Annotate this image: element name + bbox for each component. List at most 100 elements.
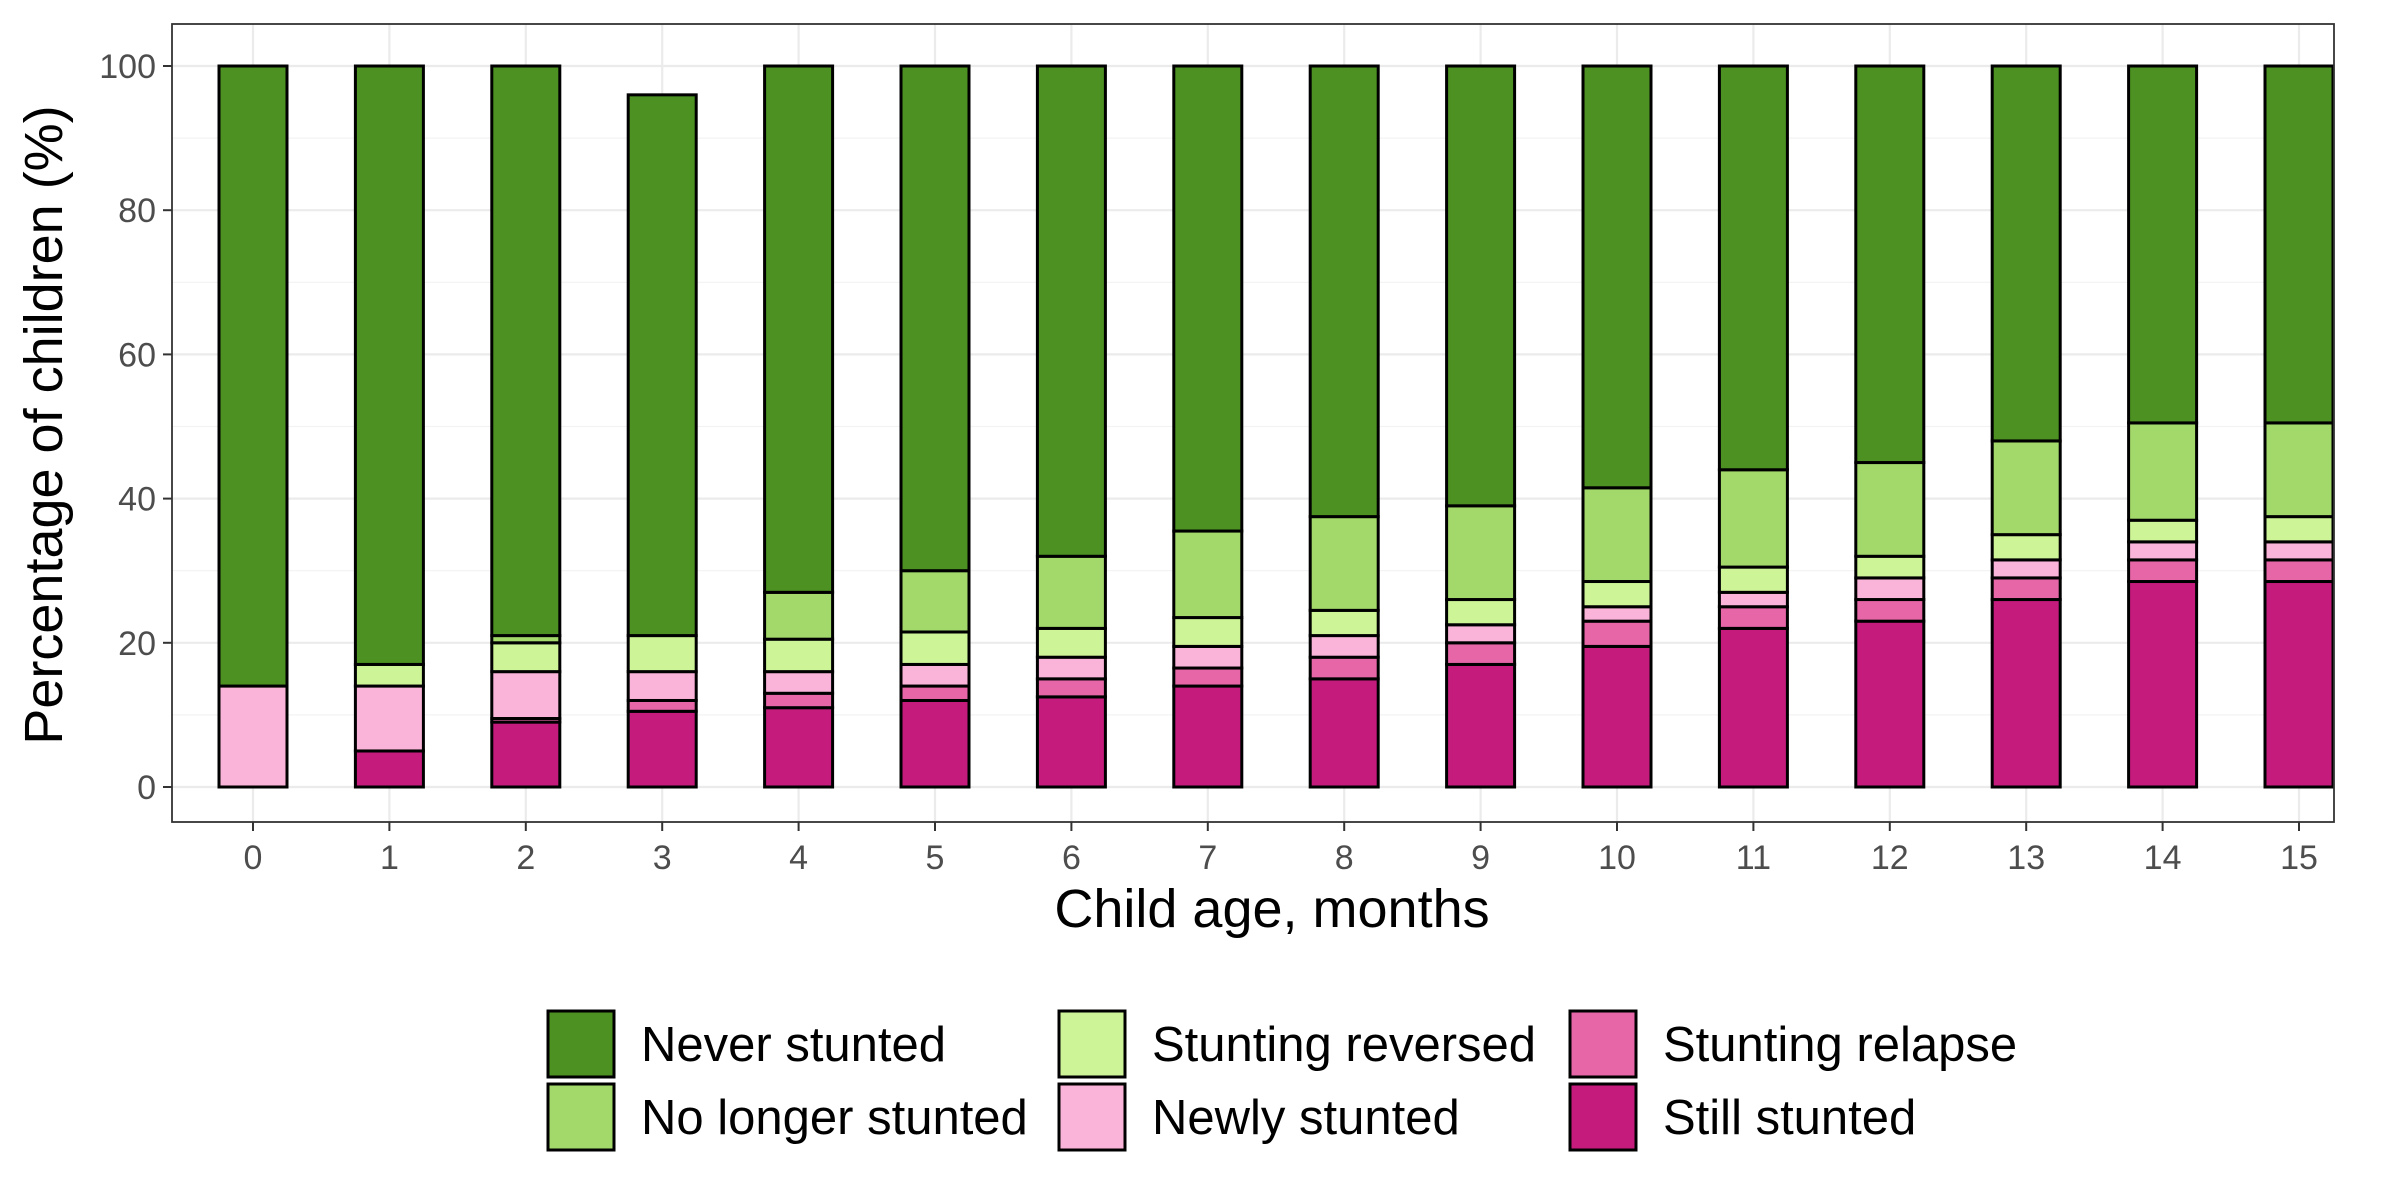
bar-stack-age-15 bbox=[2263, 64, 2335, 789]
bar-segment-no-longer-stunted bbox=[2127, 421, 2199, 522]
y-tick-label: 20 bbox=[118, 625, 156, 663]
bar-stack-age-7 bbox=[1172, 64, 1244, 789]
bar-segment-stunting-reversed bbox=[2127, 518, 2199, 544]
bar-segment-stunting-reversed bbox=[1172, 616, 1244, 648]
bar-segment-stunting-reversed bbox=[1990, 533, 2062, 562]
bar-segment-no-longer-stunted bbox=[1308, 515, 1380, 612]
bar-segment-stunting-reversed bbox=[899, 630, 971, 666]
bar-segment-never-stunted bbox=[2263, 64, 2335, 425]
bar-segment-stunting-relapse bbox=[2263, 558, 2335, 584]
bar-segment-still-stunted bbox=[899, 698, 971, 789]
bar-stack-age-6 bbox=[1035, 64, 1107, 789]
bar-segment-never-stunted bbox=[1172, 64, 1244, 533]
bar-stack-age-3 bbox=[626, 93, 698, 789]
bar-segment-newly-stunted bbox=[2127, 540, 2199, 562]
bar-segment-still-stunted bbox=[1445, 662, 1517, 789]
bar-segment-stunting-reversed bbox=[1308, 608, 1380, 638]
y-tick-label: 100 bbox=[99, 48, 156, 86]
bar-segment-stunting-relapse bbox=[2127, 558, 2199, 584]
bar-segment-stunting-reversed bbox=[763, 637, 835, 674]
bars bbox=[217, 64, 2335, 789]
legend-swatch bbox=[546, 1009, 616, 1079]
legend-swatch bbox=[1568, 1009, 1638, 1079]
bar-segment-stunting-reversed bbox=[353, 662, 425, 688]
legend-swatch bbox=[1057, 1082, 1127, 1152]
bar-segment-stunting-reversed bbox=[1581, 580, 1653, 609]
bar-segment-no-longer-stunted bbox=[763, 590, 835, 641]
bar-segment-newly-stunted bbox=[217, 684, 289, 789]
bar-segment-still-stunted bbox=[1172, 684, 1244, 789]
bar-segment-stunting-relapse bbox=[763, 691, 835, 710]
bar-segment-still-stunted bbox=[1717, 626, 1789, 789]
bar-segment-newly-stunted bbox=[1990, 558, 2062, 580]
bar-segment-newly-stunted bbox=[1172, 644, 1244, 670]
bar-segment-no-longer-stunted bbox=[1854, 461, 1926, 558]
legend-item-still-stunted: Still stunted bbox=[1568, 1082, 1916, 1152]
bar-stack-age-8 bbox=[1308, 64, 1380, 789]
x-tick-label: 6 bbox=[1062, 839, 1081, 877]
x-tick-label: 0 bbox=[244, 839, 263, 877]
bar-segment-still-stunted bbox=[490, 720, 562, 789]
x-tick-label: 4 bbox=[789, 839, 808, 877]
x-tick-label: 15 bbox=[2280, 839, 2318, 877]
bar-segment-still-stunted bbox=[1990, 598, 2062, 789]
bar-segment-never-stunted bbox=[1581, 64, 1653, 490]
bar-segment-no-longer-stunted bbox=[2263, 421, 2335, 519]
bar-segment-newly-stunted bbox=[626, 670, 698, 702]
bar-segment-still-stunted bbox=[2263, 580, 2335, 789]
bar-segment-newly-stunted bbox=[899, 662, 971, 688]
bar-segment-no-longer-stunted bbox=[1445, 504, 1517, 602]
bar-segment-still-stunted bbox=[1035, 695, 1107, 789]
bar-segment-stunting-relapse bbox=[899, 684, 971, 702]
x-tick-label: 9 bbox=[1471, 839, 1490, 877]
x-tick-label: 7 bbox=[1198, 839, 1217, 877]
bar-stack-age-14 bbox=[2127, 64, 2199, 789]
x-axis-title: Child age, months bbox=[1054, 879, 1489, 939]
bar-segment-newly-stunted bbox=[490, 670, 562, 721]
y-tick-label: 0 bbox=[137, 769, 156, 807]
x-tick-label: 14 bbox=[2144, 839, 2182, 877]
bar-segment-never-stunted bbox=[1717, 64, 1789, 472]
plot-panel-border bbox=[171, 23, 2335, 823]
bar-segment-never-stunted bbox=[1854, 64, 1926, 465]
bar-segment-never-stunted bbox=[1035, 64, 1107, 558]
bar-stack-age-5 bbox=[899, 64, 971, 789]
bar-segment-newly-stunted bbox=[1445, 623, 1517, 645]
legend-label: Never stunted bbox=[641, 1018, 946, 1072]
bar-segment-newly-stunted bbox=[353, 684, 425, 753]
bar-segment-never-stunted bbox=[626, 93, 698, 638]
bar-segment-still-stunted bbox=[1854, 619, 1926, 789]
x-tick-label: 5 bbox=[926, 839, 945, 877]
y-tick-label: 60 bbox=[118, 336, 156, 374]
bar-segment-stunting-reversed bbox=[626, 634, 698, 674]
bar-segment-no-longer-stunted bbox=[1172, 529, 1244, 620]
legend-swatch bbox=[1568, 1082, 1638, 1152]
x-tick-label: 10 bbox=[1598, 839, 1636, 877]
bar-segment-newly-stunted bbox=[1581, 605, 1653, 623]
bar-segment-stunting-relapse bbox=[1717, 605, 1789, 630]
bar-segment-never-stunted bbox=[1990, 64, 2062, 443]
bar-segment-no-longer-stunted bbox=[1581, 486, 1653, 584]
bar-segment-never-stunted bbox=[899, 64, 971, 573]
bar-stack-age-0 bbox=[217, 64, 289, 789]
bar-segment-stunting-reversed bbox=[490, 641, 562, 674]
bar-stack-age-11 bbox=[1717, 64, 1789, 789]
bar-stack-age-12 bbox=[1854, 64, 1926, 789]
bar-segment-newly-stunted bbox=[2263, 540, 2335, 562]
legend-label: Newly stunted bbox=[1152, 1091, 1460, 1145]
bar-segment-never-stunted bbox=[217, 64, 289, 688]
bar-segment-stunting-relapse bbox=[1990, 576, 2062, 602]
bar-stack-age-13 bbox=[1990, 64, 2062, 789]
bar-segment-stunting-relapse bbox=[1308, 655, 1380, 681]
legend-item-no-longer-stunted: No longer stunted bbox=[546, 1082, 1028, 1152]
bar-segment-no-longer-stunted bbox=[899, 569, 971, 634]
bar-segment-newly-stunted bbox=[1035, 655, 1107, 681]
bar-segment-newly-stunted bbox=[1854, 576, 1926, 602]
legend-swatch bbox=[546, 1082, 616, 1152]
x-tick-label: 12 bbox=[1871, 839, 1909, 877]
x-tick-label: 2 bbox=[516, 839, 535, 877]
x-tick-label: 13 bbox=[2007, 839, 2045, 877]
x-tick-label: 8 bbox=[1335, 839, 1354, 877]
bar-segment-never-stunted bbox=[353, 64, 425, 666]
